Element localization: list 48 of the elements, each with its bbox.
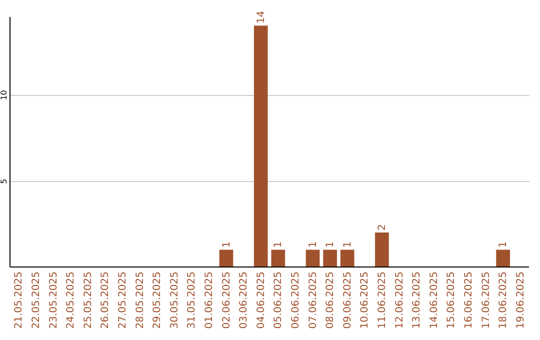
bar <box>254 26 268 267</box>
x-tick-label: 26.05.2025 <box>100 272 112 329</box>
x-tick-label: 10.06.2025 <box>360 272 371 329</box>
data-label: 14 <box>256 10 267 24</box>
x-tick-label: 31.05.2025 <box>186 272 198 329</box>
bar <box>306 250 320 267</box>
x-tick-label: 07.06.2025 <box>308 272 319 329</box>
x-tick-label: 19.06.2025 <box>515 272 526 329</box>
x-tick-label: 17.06.2025 <box>480 272 492 329</box>
x-tick-label: 13.06.2025 <box>412 272 423 329</box>
data-label: 1 <box>273 241 284 248</box>
data-label: 2 <box>376 224 388 231</box>
bar <box>271 250 286 267</box>
bar <box>496 250 510 267</box>
x-tick-label: 11.06.2025 <box>376 272 388 329</box>
x-tick-label: 25.05.2025 <box>82 272 94 329</box>
x-tick-label: 23.05.2025 <box>48 272 60 329</box>
y-tick-label: 10 <box>0 90 8 100</box>
x-tick-label: 15.06.2025 <box>446 272 458 329</box>
x-tick-label: 12.06.2025 <box>394 272 406 329</box>
x-tick-label: 03.06.2025 <box>238 272 250 329</box>
data-label: 1 <box>342 241 354 248</box>
x-tick-label: 05.06.2025 <box>273 272 284 329</box>
x-tick-label: 22.05.2025 <box>30 272 42 329</box>
x-tick-label: 08.06.2025 <box>325 272 336 329</box>
bar <box>375 232 389 267</box>
x-tick-label: 28.05.2025 <box>134 272 146 329</box>
x-tick-label: 29.05.2025 <box>152 272 164 329</box>
x-tick-label: 27.05.2025 <box>117 272 128 329</box>
x-tick-label: 01.06.2025 <box>204 272 215 329</box>
bar <box>323 250 337 267</box>
x-tick-label: 04.06.2025 <box>256 272 267 329</box>
data-label: 1 <box>221 241 232 248</box>
x-tick-label: 18.06.2025 <box>498 272 510 329</box>
x-tick-label: 30.05.2025 <box>169 272 180 329</box>
x-tick-label: 21.05.2025 <box>14 272 25 329</box>
x-tick-label: 16.06.2025 <box>463 272 474 329</box>
x-tick-label: 02.06.2025 <box>221 272 232 329</box>
x-tick-label: 24.05.2025 <box>66 272 77 329</box>
bar <box>340 250 354 267</box>
data-label: 1 <box>308 241 319 248</box>
data-label: 1 <box>325 241 336 248</box>
bar <box>219 250 234 267</box>
x-tick-label: 14.06.2025 <box>428 272 440 329</box>
data-label: 1 <box>498 241 510 248</box>
y-tick-label: 5 <box>0 178 8 184</box>
x-tick-label: 06.06.2025 <box>290 272 302 329</box>
x-tick-label: 09.06.2025 <box>342 272 354 329</box>
